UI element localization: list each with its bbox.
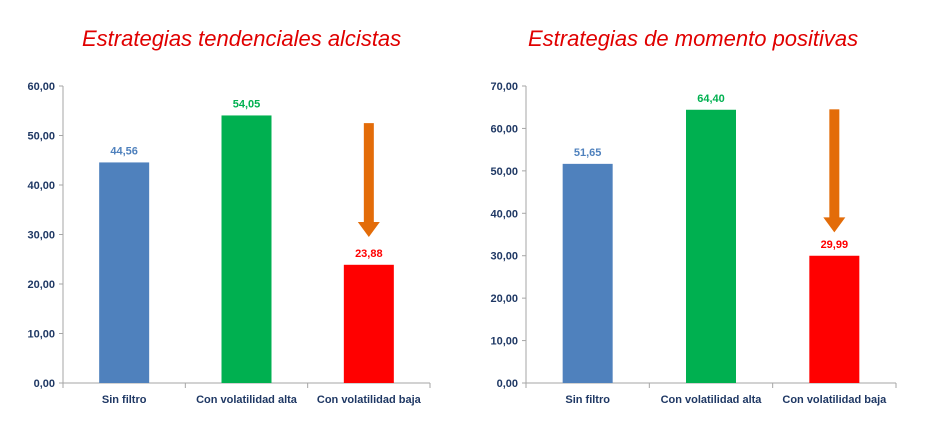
chart-title-right: Estrategias de momento positivas: [528, 26, 859, 51]
data-label: 54,05: [233, 98, 261, 110]
category-label: Sin filtro: [102, 394, 147, 406]
y-tick-label: 10,00: [490, 336, 518, 348]
y-tick-label: 60,00: [27, 81, 55, 93]
category-label: Con volatilidad alta: [661, 394, 763, 406]
category-label: Sin filtro: [565, 394, 610, 406]
bar: [343, 264, 394, 383]
arrow-head: [357, 221, 380, 237]
y-tick-label: 10,00: [27, 329, 55, 341]
y-tick-label: 40,00: [27, 180, 55, 192]
bar: [809, 255, 860, 383]
data-label: 44,56: [110, 145, 138, 157]
category-label: Con volatilidad baja: [782, 394, 887, 406]
bar: [562, 163, 613, 383]
y-tick-label: 50,00: [27, 131, 55, 143]
category-label: Con volatilidad alta: [196, 394, 298, 406]
arrow-shaft: [829, 109, 840, 219]
y-tick-label: 30,00: [27, 230, 55, 242]
bar: [686, 109, 736, 383]
data-label: 23,88: [355, 248, 383, 260]
data-label: 51,65: [574, 147, 602, 159]
y-tick-label: 60,00: [490, 123, 518, 135]
bar: [221, 115, 272, 383]
data-label: 64,40: [697, 93, 725, 105]
bar: [99, 162, 150, 383]
arrow-head: [823, 217, 846, 233]
bar-chart-left: 0,00 10,00 20,00 30,00 40,00 50,00 60,00 44,56 S…: [27, 81, 431, 406]
arrow-shaft: [363, 123, 374, 223]
y-tick-label: 20,00: [490, 293, 518, 305]
y-tick-label: 40,00: [490, 208, 518, 220]
y-tick-label: 30,00: [490, 251, 518, 263]
y-tick-label: 0,00: [34, 378, 55, 390]
bar-chart-right: 0,00 10,00 20,00 30,00 40,00 50,00 60,00 70,00 5…: [490, 81, 897, 406]
y-tick-label: 0,00: [497, 378, 518, 390]
y-tick-label: 70,00: [490, 81, 518, 93]
y-tick-label: 50,00: [490, 166, 518, 178]
chart-title-left: Estrategias tendenciales alcistas: [82, 26, 402, 51]
data-label: 29,99: [821, 239, 849, 251]
category-label: Con volatilidad baja: [317, 394, 422, 406]
y-tick-label: 20,00: [27, 279, 55, 291]
